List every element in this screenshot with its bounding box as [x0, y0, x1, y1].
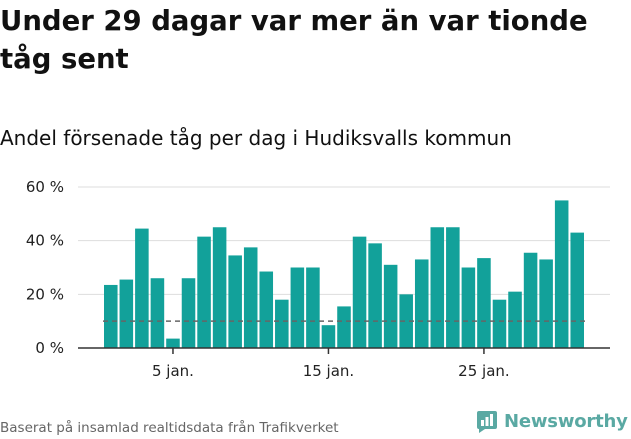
bar [119, 279, 134, 348]
bar [166, 338, 180, 348]
y-tick-label: 60 % [26, 178, 64, 196]
bar [135, 228, 149, 348]
newsworthy-logo: Newsworthy [475, 409, 628, 433]
bar [570, 232, 584, 348]
bar [399, 294, 413, 348]
source-note: Baserat på insamlad realtidsdata från Tr… [0, 420, 339, 436]
bar [508, 291, 522, 348]
y-tick-label: 20 % [26, 285, 64, 303]
bar [492, 299, 507, 348]
x-tick-label: 15 jan. [303, 362, 355, 380]
bar [337, 306, 351, 348]
bar [275, 299, 289, 348]
bar [554, 200, 569, 348]
newsworthy-logo-icon [477, 411, 497, 433]
bar [104, 284, 118, 348]
chart-subtitle: Andel försenade tåg per dag i Hudiksvall… [0, 126, 512, 150]
bar [430, 227, 445, 348]
bar [243, 247, 258, 348]
bar [181, 278, 196, 348]
bars [104, 200, 584, 348]
chart-title: Under 29 dagar var mer än var tionde tåg… [0, 5, 588, 75]
bar [321, 325, 336, 348]
bar [197, 236, 211, 348]
bar [212, 227, 227, 348]
bar [414, 259, 429, 348]
bar [290, 267, 305, 348]
x-tick-label: 25 jan. [458, 362, 510, 380]
bar-chart: 0 % 20 % 40 % 60 % 5 jan. 15 jan. 25 jan. [26, 178, 610, 380]
bar [461, 267, 476, 348]
bar [368, 243, 382, 348]
logo-text: Newsworthy [504, 410, 628, 432]
bar [228, 255, 242, 348]
bar [446, 227, 460, 348]
bar [539, 259, 553, 348]
y-tick-label: 40 % [26, 232, 64, 250]
bar [306, 267, 320, 348]
bar [352, 236, 367, 348]
bar [523, 252, 538, 348]
x-axis-ticks: 5 jan. 15 jan. 25 jan. [152, 348, 510, 380]
x-tick-label: 5 jan. [152, 362, 194, 380]
y-axis-ticks: 0 % 20 % 40 % 60 % [26, 178, 64, 357]
y-tick-label: 0 % [35, 339, 64, 357]
bar [259, 271, 274, 348]
bar [383, 264, 398, 348]
bar [477, 258, 491, 348]
bar [150, 278, 165, 348]
